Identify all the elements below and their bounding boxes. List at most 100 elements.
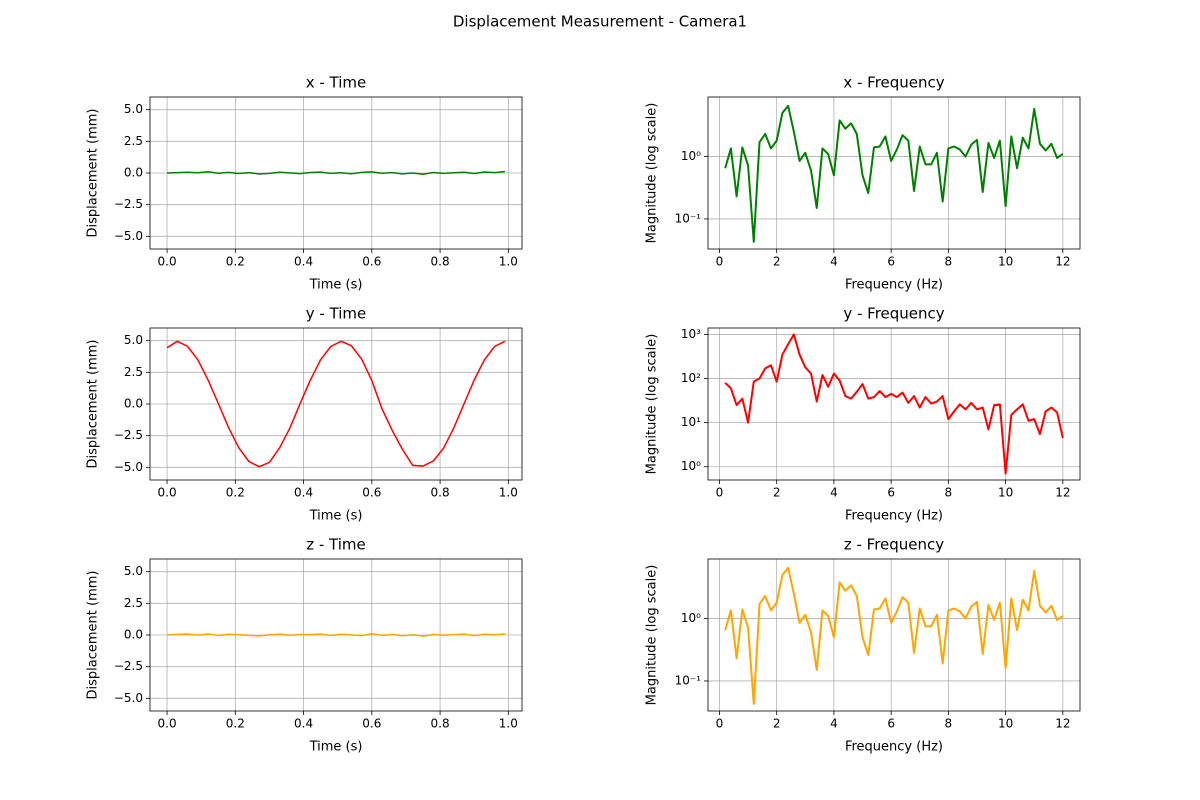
x-tick-label: 10 [998,717,1013,731]
y-tick-label: 10⁰ [681,611,701,625]
x-axis-label: Frequency (Hz) [845,278,943,293]
x-tick-label: 0.0 [158,717,177,731]
figure-title: Displacement Measurement - Camera1 [453,13,747,31]
y-tick-label: 5.0 [124,564,143,578]
y-tick-label: 2.5 [124,596,143,610]
data-line [724,333,1064,475]
x-tick-label: 12 [1055,717,1070,731]
x-tick-label: 8 [945,486,953,500]
y-tick-label: 2.5 [124,134,143,148]
subplot-title: y - Time [306,305,367,323]
axes-frame [707,558,1081,712]
y-axis-label: Displacement (mm) [86,571,101,700]
x-tick-label: 0.6 [362,717,381,731]
x-tick-label: 1.0 [499,486,518,500]
data-line [167,632,506,637]
y-axis-label: Displacement (mm) [86,340,101,469]
y-tick-label: 10⁰ [681,149,701,163]
y-axis-label: Magnitude (log scale) [645,103,660,244]
y-tick-label: 5.0 [124,333,143,347]
x-tick-label: 8 [945,255,953,269]
x-tick-label: 0 [716,255,724,269]
x-tick-label: 10 [998,255,1013,269]
axes-frame [149,327,523,481]
x-tick-label: 0.6 [362,486,381,500]
plot-area [708,97,1080,249]
y-axis-label: Magnitude (log scale) [645,565,660,706]
x-tick-label: 8 [945,717,953,731]
x-tick-label: 0.2 [226,486,245,500]
x-tick-label: 6 [887,255,895,269]
subplot-title: x - Frequency [843,74,944,92]
x-axis-label: Time (s) [309,278,363,293]
subplot-title: z - Time [306,536,366,554]
x-axis-label: Time (s) [309,509,363,524]
x-axis-label: Frequency (Hz) [845,509,943,524]
y-axis-label: Displacement (mm) [86,109,101,238]
y-tick-label: 10¹ [681,415,701,429]
subplot: 0 2 4 6 8 10 12 10⁻¹ 10⁰ x - Frequency Frequency (… [645,74,1081,293]
x-tick-label: 0.6 [362,255,381,269]
x-axis-label: Time (s) [309,740,363,755]
data-line [724,566,1064,705]
y-tick-label: 0.0 [124,397,143,411]
subplot: 0.0 0.2 0.4 0.6 0.8 1.0 −5.0 −2.5 0.0 2.5 5.0 z - T… [86,536,523,755]
y-tick-label: −2.5 [114,428,143,442]
x-tick-label: 6 [887,717,895,731]
x-axis-label: Frequency (Hz) [845,740,943,755]
y-tick-label: −2.5 [114,197,143,211]
x-tick-label: 0.2 [226,255,245,269]
x-tick-label: 2 [773,255,781,269]
y-tick-label: 10² [681,371,701,385]
x-tick-label: 0.4 [294,255,313,269]
axes-frame [707,96,1081,250]
y-tick-label: 10⁰ [681,459,701,473]
x-tick-label: 0.4 [294,717,313,731]
y-tick-label: 0.0 [124,628,143,642]
x-tick-label: 4 [830,486,838,500]
x-tick-label: 0.0 [158,255,177,269]
plot-area [708,559,1080,711]
x-tick-label: 1.0 [499,255,518,269]
subplot: 0 2 4 6 8 10 12 10⁻¹ 10⁰ z - Frequency Frequency (… [645,536,1081,755]
x-tick-label: 0.2 [226,717,245,731]
subplot: 0.0 0.2 0.4 0.6 0.8 1.0 −5.0 −2.5 0.0 2.5 5.0 x - T… [86,74,523,293]
y-tick-label: −5.0 [114,691,143,705]
data-line [166,340,506,468]
axes-frame [149,558,523,712]
axes-frame [707,327,1081,481]
subplot: 0.0 0.2 0.4 0.6 0.8 1.0 −5.0 −2.5 0.0 2.5 5.0 y - T… [86,305,523,524]
x-tick-label: 2 [773,486,781,500]
x-tick-label: 12 [1055,486,1070,500]
subplot-title: x - Time [306,74,367,92]
x-tick-label: 0.4 [294,486,313,500]
y-tick-label: 2.5 [124,365,143,379]
x-tick-label: 12 [1055,255,1070,269]
y-tick-label: 10⁻¹ [675,211,702,225]
x-tick-label: 0 [716,717,724,731]
y-axis-label: Magnitude (log scale) [645,334,660,475]
x-tick-label: 1.0 [499,717,518,731]
y-tick-label: 0.0 [124,166,143,180]
y-tick-label: −5.0 [114,460,143,474]
data-line [724,104,1064,243]
plot-area [708,328,1080,480]
x-tick-label: 6 [887,486,895,500]
y-tick-label: 10³ [681,327,701,341]
x-tick-label: 0.8 [431,255,450,269]
x-tick-label: 4 [830,255,838,269]
subplot-title: y - Frequency [843,305,944,323]
y-tick-label: 5.0 [124,102,143,116]
data-line [167,170,506,176]
x-tick-label: 0.0 [158,486,177,500]
x-tick-label: 2 [773,717,781,731]
axes-frame [149,96,523,250]
x-tick-label: 0 [716,486,724,500]
y-tick-label: 10⁻¹ [675,673,702,687]
x-tick-label: 0.8 [431,717,450,731]
y-tick-label: −5.0 [114,229,143,243]
x-tick-label: 0.8 [431,486,450,500]
x-tick-label: 4 [830,717,838,731]
subplot: 0 2 4 6 8 10 12 10⁰ 10¹ 10² 10³ y - Frequency Freque… [645,305,1081,524]
